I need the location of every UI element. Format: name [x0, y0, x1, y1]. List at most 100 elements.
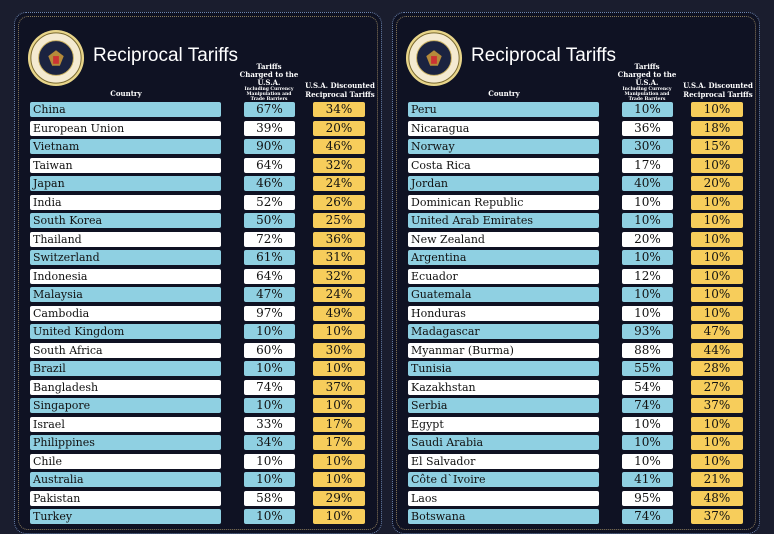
table-row: Japan 46% 24% [15, 176, 381, 192]
reciprocal-tariff-cell: 10% [313, 324, 365, 339]
country-cell: Pakistan [30, 490, 221, 506]
country-cell: Honduras [408, 305, 599, 321]
tariff-charged-cell: 10% [622, 250, 673, 265]
table-row: Pakistan 58% 29% [15, 490, 381, 507]
table-row: Thailand 72% 36% [15, 231, 381, 248]
header-country: Country [488, 89, 520, 98]
presidential-seal-icon [27, 29, 85, 87]
header-tariffs-note: Including Currency Manipulation and Trad… [622, 87, 672, 102]
presidential-seal-icon [405, 29, 463, 87]
country-cell: Australia [30, 472, 221, 487]
table-row: Laos 95% 48% [393, 490, 759, 507]
tariff-charged-cell: 60% [244, 342, 295, 358]
country-cell: Costa Rica [408, 157, 599, 173]
country-cell: Tunisia [408, 361, 599, 376]
table-row: Malaysia 47% 24% [15, 287, 381, 303]
page-title: Reciprocal Tariffs [471, 45, 617, 66]
table-row: Chile 10% 10% [15, 453, 381, 470]
tariff-charged-cell: 10% [622, 102, 673, 117]
country-cell: India [30, 194, 221, 210]
reciprocal-tariff-cell: 29% [313, 490, 365, 506]
country-cell: Myanmar (Burma) [408, 342, 599, 358]
table-row: Peru 10% 10% [393, 102, 759, 118]
tariff-charged-cell: 10% [244, 453, 295, 469]
table-row: Tunisia 55% 28% [393, 361, 759, 377]
tariff-charged-cell: 52% [244, 194, 295, 210]
country-cell: Egypt [408, 416, 599, 432]
reciprocal-tariff-cell: 37% [691, 509, 743, 524]
tariff-charged-cell: 64% [244, 268, 295, 284]
country-cell: Botswana [408, 509, 599, 524]
table-row: Turkey 10% 10% [15, 509, 381, 525]
country-cell: Kazakhstan [408, 379, 599, 395]
country-cell: Norway [408, 139, 599, 154]
country-cell: Saudi Arabia [408, 435, 599, 450]
reciprocal-tariff-cell: 10% [691, 435, 743, 450]
country-cell: South Korea [30, 213, 221, 228]
reciprocal-tariff-cell: 10% [313, 361, 365, 376]
table-row: New Zealand 20% 10% [393, 231, 759, 248]
left-panel: Reciprocal Tariffs Country Tariffs Charg… [14, 12, 382, 534]
tariff-charged-cell: 72% [244, 231, 295, 247]
page-title: Reciprocal Tariffs [93, 45, 239, 66]
table-row: Vietnam 90% 46% [15, 139, 381, 155]
reciprocal-tariff-cell: 37% [691, 398, 743, 413]
table-row: Kazakhstan 54% 27% [393, 379, 759, 396]
tariff-charged-cell: 10% [244, 472, 295, 487]
country-cell: Nicaragua [408, 120, 599, 136]
header-tariffs-charged: Tariffs Charged to the U.S.A. Including C… [239, 63, 299, 103]
country-cell: New Zealand [408, 231, 599, 247]
reciprocal-tariff-cell: 15% [691, 139, 743, 154]
country-cell: European Union [30, 120, 221, 136]
tariff-charged-cell: 74% [622, 509, 673, 524]
tariff-charged-cell: 10% [622, 194, 673, 210]
country-cell: Dominican Republic [408, 194, 599, 210]
table-row: Bangladesh 74% 37% [15, 379, 381, 396]
table-row: India 52% 26% [15, 194, 381, 211]
country-cell: Philippines [30, 435, 221, 450]
reciprocal-tariff-cell: 17% [313, 435, 365, 450]
tariff-charged-cell: 47% [244, 287, 295, 302]
table-row: Taiwan 64% 32% [15, 157, 381, 174]
table-row: Botswana 74% 37% [393, 509, 759, 525]
country-cell: Serbia [408, 398, 599, 413]
table-row: Norway 30% 15% [393, 139, 759, 155]
tariff-charged-cell: 12% [622, 268, 673, 284]
country-cell: Argentina [408, 250, 599, 265]
reciprocal-tariff-cell: 25% [313, 213, 365, 228]
country-cell: China [30, 102, 221, 117]
tariff-charged-cell: 10% [244, 509, 295, 524]
table-row: Brazil 10% 10% [15, 361, 381, 377]
tariff-charged-cell: 10% [622, 287, 673, 302]
tariff-charged-cell: 55% [622, 361, 673, 376]
table-row: Madagascar 93% 47% [393, 324, 759, 340]
reciprocal-tariff-cell: 32% [313, 268, 365, 284]
reciprocal-tariff-cell: 10% [313, 398, 365, 413]
table-row: South Africa 60% 30% [15, 342, 381, 359]
tariff-charged-cell: 50% [244, 213, 295, 228]
table-row: Indonesia 64% 32% [15, 268, 381, 285]
reciprocal-tariff-cell: 26% [313, 194, 365, 210]
header-reciprocal: U.S.A. Discounted Reciprocal Tariffs [305, 81, 375, 99]
country-cell: United Kingdom [30, 324, 221, 339]
table-row: Costa Rica 17% 10% [393, 157, 759, 174]
table-row: Philippines 34% 17% [15, 435, 381, 451]
reciprocal-tariff-cell: 34% [313, 102, 365, 117]
reciprocal-tariff-cell: 46% [313, 139, 365, 154]
tariff-charged-cell: 20% [622, 231, 673, 247]
country-cell: South Africa [30, 342, 221, 358]
reciprocal-tariff-cell: 21% [691, 472, 743, 487]
reciprocal-tariff-cell: 10% [691, 231, 743, 247]
country-cell: Switzerland [30, 250, 221, 265]
table-row: Guatemala 10% 10% [393, 287, 759, 303]
tariff-charged-cell: 90% [244, 139, 295, 154]
country-cell: Ecuador [408, 268, 599, 284]
tariff-charged-cell: 10% [622, 435, 673, 450]
tariff-charged-cell: 10% [622, 213, 673, 228]
reciprocal-tariff-cell: 37% [313, 379, 365, 395]
tariff-charged-cell: 10% [244, 361, 295, 376]
reciprocal-tariff-cell: 24% [313, 287, 365, 302]
country-cell: El Salvador [408, 453, 599, 469]
country-cell: Jordan [408, 176, 599, 191]
table-row: Honduras 10% 10% [393, 305, 759, 322]
